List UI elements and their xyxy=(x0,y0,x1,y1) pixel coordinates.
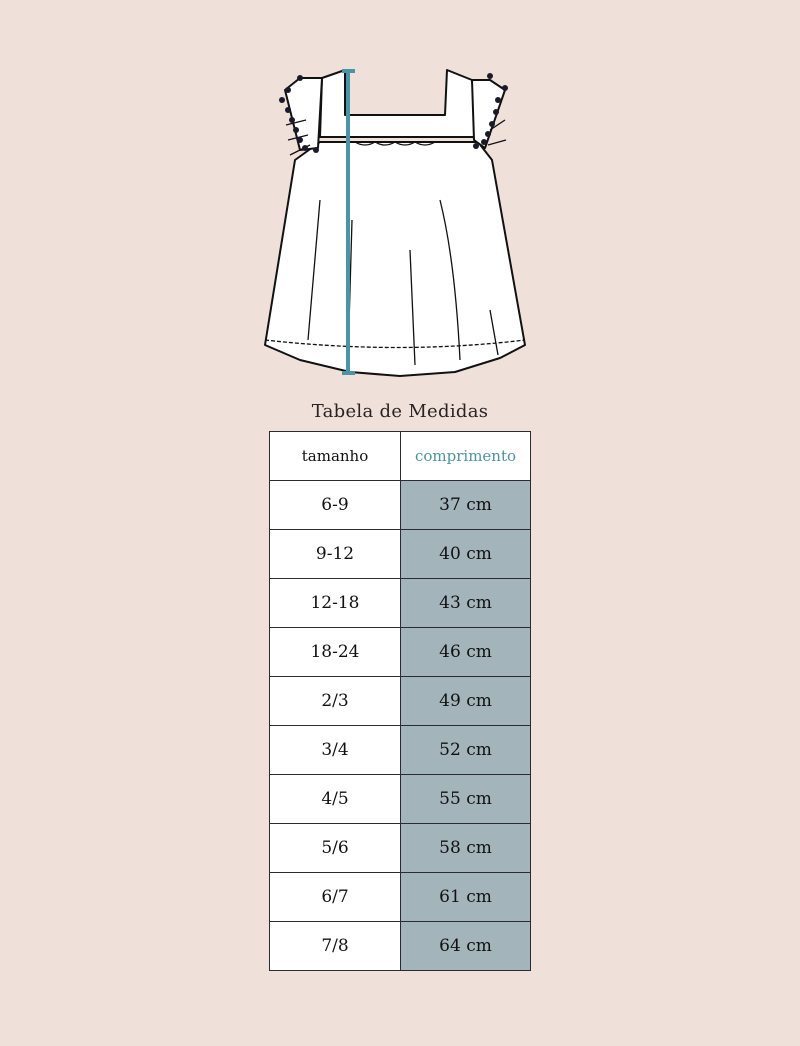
table-row: 9-12 40 cm xyxy=(269,529,531,579)
length-cell: 64 cm xyxy=(400,921,531,971)
size-cell: 9-12 xyxy=(269,529,401,579)
length-cell: 52 cm xyxy=(400,725,531,775)
length-cell: 55 cm xyxy=(400,774,531,824)
header-size: tamanho xyxy=(269,431,401,481)
length-cell: 40 cm xyxy=(400,529,531,579)
length-cell: 46 cm xyxy=(400,627,531,677)
size-table: tamanho comprimento 6-9 37 cm 9-12 40 cm 12-… xyxy=(269,431,531,971)
table-row: 2/3 49 cm xyxy=(269,676,531,726)
table-row: 3/4 52 cm xyxy=(269,725,531,775)
table-row: 6-9 37 cm xyxy=(269,480,531,530)
size-cell: 4/5 xyxy=(269,774,401,824)
length-cell: 61 cm xyxy=(400,872,531,922)
length-cell: 37 cm xyxy=(400,480,531,530)
length-cell: 49 cm xyxy=(400,676,531,726)
size-cell: 5/6 xyxy=(269,823,401,873)
table-row: 18-24 46 cm xyxy=(269,627,531,677)
size-cell: 18-24 xyxy=(269,627,401,677)
table-header-row: tamanho comprimento xyxy=(269,431,531,481)
header-length: comprimento xyxy=(400,431,531,481)
length-measure-line xyxy=(342,69,355,375)
table-row: 6/7 61 cm xyxy=(269,872,531,922)
table-row: 4/5 55 cm xyxy=(269,774,531,824)
length-cell: 58 cm xyxy=(400,823,531,873)
size-cell: 3/4 xyxy=(269,725,401,775)
size-cell: 12-18 xyxy=(269,578,401,628)
table-row: 5/6 58 cm xyxy=(269,823,531,873)
size-cell: 6-9 xyxy=(269,480,401,530)
page-title: Tabela de Medidas xyxy=(311,401,489,422)
table-row: 12-18 43 cm xyxy=(269,578,531,628)
size-cell: 2/3 xyxy=(269,676,401,726)
length-cell: 43 cm xyxy=(400,578,531,628)
dress-illustration xyxy=(264,69,526,377)
size-cell: 6/7 xyxy=(269,872,401,922)
table-row: 7/8 64 cm xyxy=(269,921,531,971)
size-cell: 7/8 xyxy=(269,921,401,971)
